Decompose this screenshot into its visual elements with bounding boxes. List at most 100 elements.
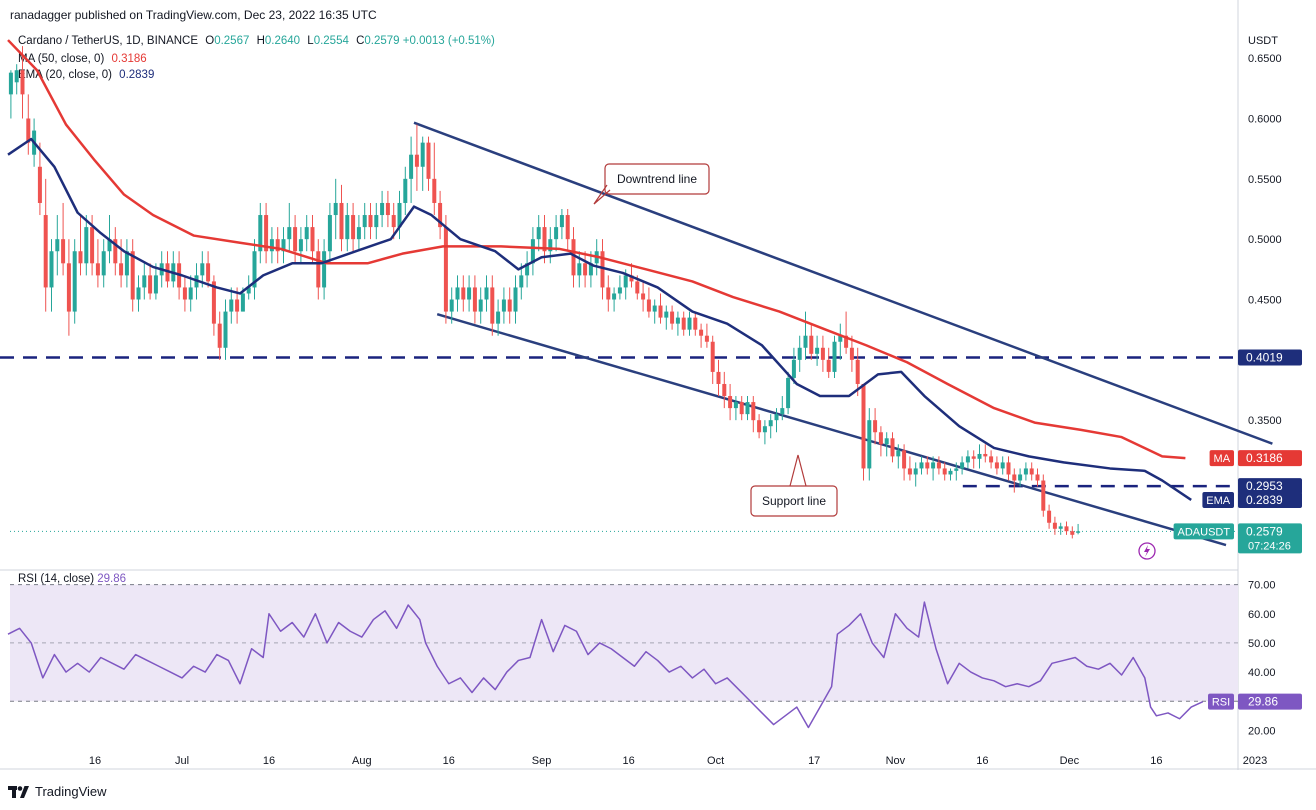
candle-body	[820, 347, 825, 360]
candle-body	[600, 251, 605, 288]
candle-body	[583, 263, 588, 276]
candle-body	[803, 335, 808, 348]
rsi-label-text: 29.86	[1248, 695, 1278, 709]
ma-legend[interactable]: MA (50, close, 0) 0.3186	[18, 53, 147, 65]
symbol-name[interactable]: Cardano / TetherUS, 1D, BINANCE	[18, 35, 199, 47]
time-tick-label: 16	[976, 755, 988, 767]
candle-body	[223, 311, 228, 348]
axes: USDT 0.6500 0.6000 0.5500 0.5000 0.4500 0.3500…	[89, 35, 1282, 767]
price-label-box	[1238, 523, 1302, 554]
candle-body	[188, 287, 193, 300]
candle-body	[890, 438, 895, 457]
rsi-band	[10, 584, 1238, 702]
time-tick-label: 16	[89, 755, 101, 767]
price-label: 0.2953	[1238, 478, 1302, 495]
candle-body	[345, 215, 350, 240]
candle-body	[380, 202, 385, 216]
candle-body	[1047, 510, 1052, 523]
candle-body	[304, 227, 309, 240]
time-tick-label: Oct	[707, 755, 724, 767]
candle-body	[420, 142, 425, 167]
candle-body	[664, 311, 669, 318]
candle-body	[501, 299, 506, 312]
candle-body	[559, 215, 564, 228]
candle-body	[316, 251, 321, 288]
candle-body	[26, 118, 31, 143]
price-label-tag: ADAUSDT	[1178, 526, 1231, 538]
candle-body	[275, 239, 280, 252]
candle-body	[461, 287, 466, 300]
candle-body	[258, 215, 263, 252]
change-value: +0.0013 (+0.51%)	[402, 35, 495, 47]
candle-body	[675, 317, 680, 324]
candle-body	[298, 239, 303, 252]
time-tick-label: 2023	[1243, 755, 1267, 767]
candle-body	[84, 227, 89, 264]
candle-body	[217, 323, 222, 348]
downtrend-annotation: Downtrend line	[593, 163, 710, 205]
candle-body	[55, 239, 60, 252]
support-annotation-pointer	[789, 454, 807, 487]
price-label: 0.4019	[1238, 349, 1302, 366]
candle-body	[832, 341, 837, 372]
candle-body	[95, 263, 100, 276]
footer: TradingView	[8, 784, 107, 799]
price-label-tag: MA	[1214, 453, 1231, 465]
candle-body	[635, 281, 640, 294]
price-label-text: 0.4019	[1246, 351, 1283, 365]
candle-body	[681, 317, 686, 330]
support-line	[436, 313, 1227, 547]
price-label-text: 0.2953	[1246, 479, 1283, 493]
candle-body	[948, 470, 953, 475]
candle-body	[751, 402, 756, 421]
candle-body	[235, 299, 240, 312]
candle-body	[530, 239, 535, 264]
candle-body	[8, 72, 13, 95]
candle-body	[1023, 468, 1028, 475]
candle-body	[925, 462, 930, 469]
candle-body	[472, 287, 477, 312]
candle-body	[327, 215, 332, 252]
candle-body	[954, 468, 959, 471]
candle-body	[757, 420, 762, 433]
candle-body	[774, 414, 779, 421]
candle-body	[49, 251, 54, 288]
candle-body	[873, 420, 878, 433]
rsi-label-box	[1238, 693, 1302, 710]
candle-body	[356, 227, 361, 240]
candle-body	[542, 227, 547, 252]
candle-body	[884, 438, 889, 445]
price-label-box	[1238, 349, 1302, 366]
candle-body	[293, 227, 298, 252]
candle-body	[797, 347, 802, 360]
candle-body	[791, 359, 796, 378]
rsi-legend[interactable]: RSI (14, close) 29.86	[18, 573, 126, 585]
candle-body	[385, 202, 390, 216]
time-tick-label: Dec	[1060, 755, 1080, 767]
candle-body	[809, 335, 814, 354]
candle-body	[124, 251, 129, 276]
candle-body	[693, 317, 698, 330]
ma-legend-label: MA (50, close, 0)	[18, 53, 105, 65]
tradingview-logo-icon	[8, 785, 29, 798]
ema20-line	[7, 137, 1192, 501]
candle-body	[1000, 462, 1005, 469]
candle-body	[989, 456, 994, 463]
time-tick-label: Sep	[532, 755, 552, 767]
candle-body	[72, 251, 77, 312]
candle-body	[374, 215, 379, 228]
candle-body	[142, 275, 147, 288]
candle-body	[153, 275, 158, 294]
candle-body	[745, 402, 750, 415]
time-tick-label: 16	[622, 755, 634, 767]
rsi-tick-label: 20.00	[1248, 725, 1276, 737]
candle-body	[1012, 474, 1017, 481]
candle-body	[119, 263, 124, 276]
candle-body	[43, 215, 48, 288]
rsi-legend-label: RSI (14, close)	[18, 573, 95, 585]
rsi-legend-value: 29.86	[97, 573, 127, 585]
candle-body	[983, 453, 988, 457]
candle-body	[513, 287, 518, 312]
price-chart[interactable]: USDT 0.6500 0.6000 0.5500 0.5000 0.4500 0.3500…	[0, 0, 1316, 780]
tradingview-brand: TradingView	[35, 784, 107, 799]
